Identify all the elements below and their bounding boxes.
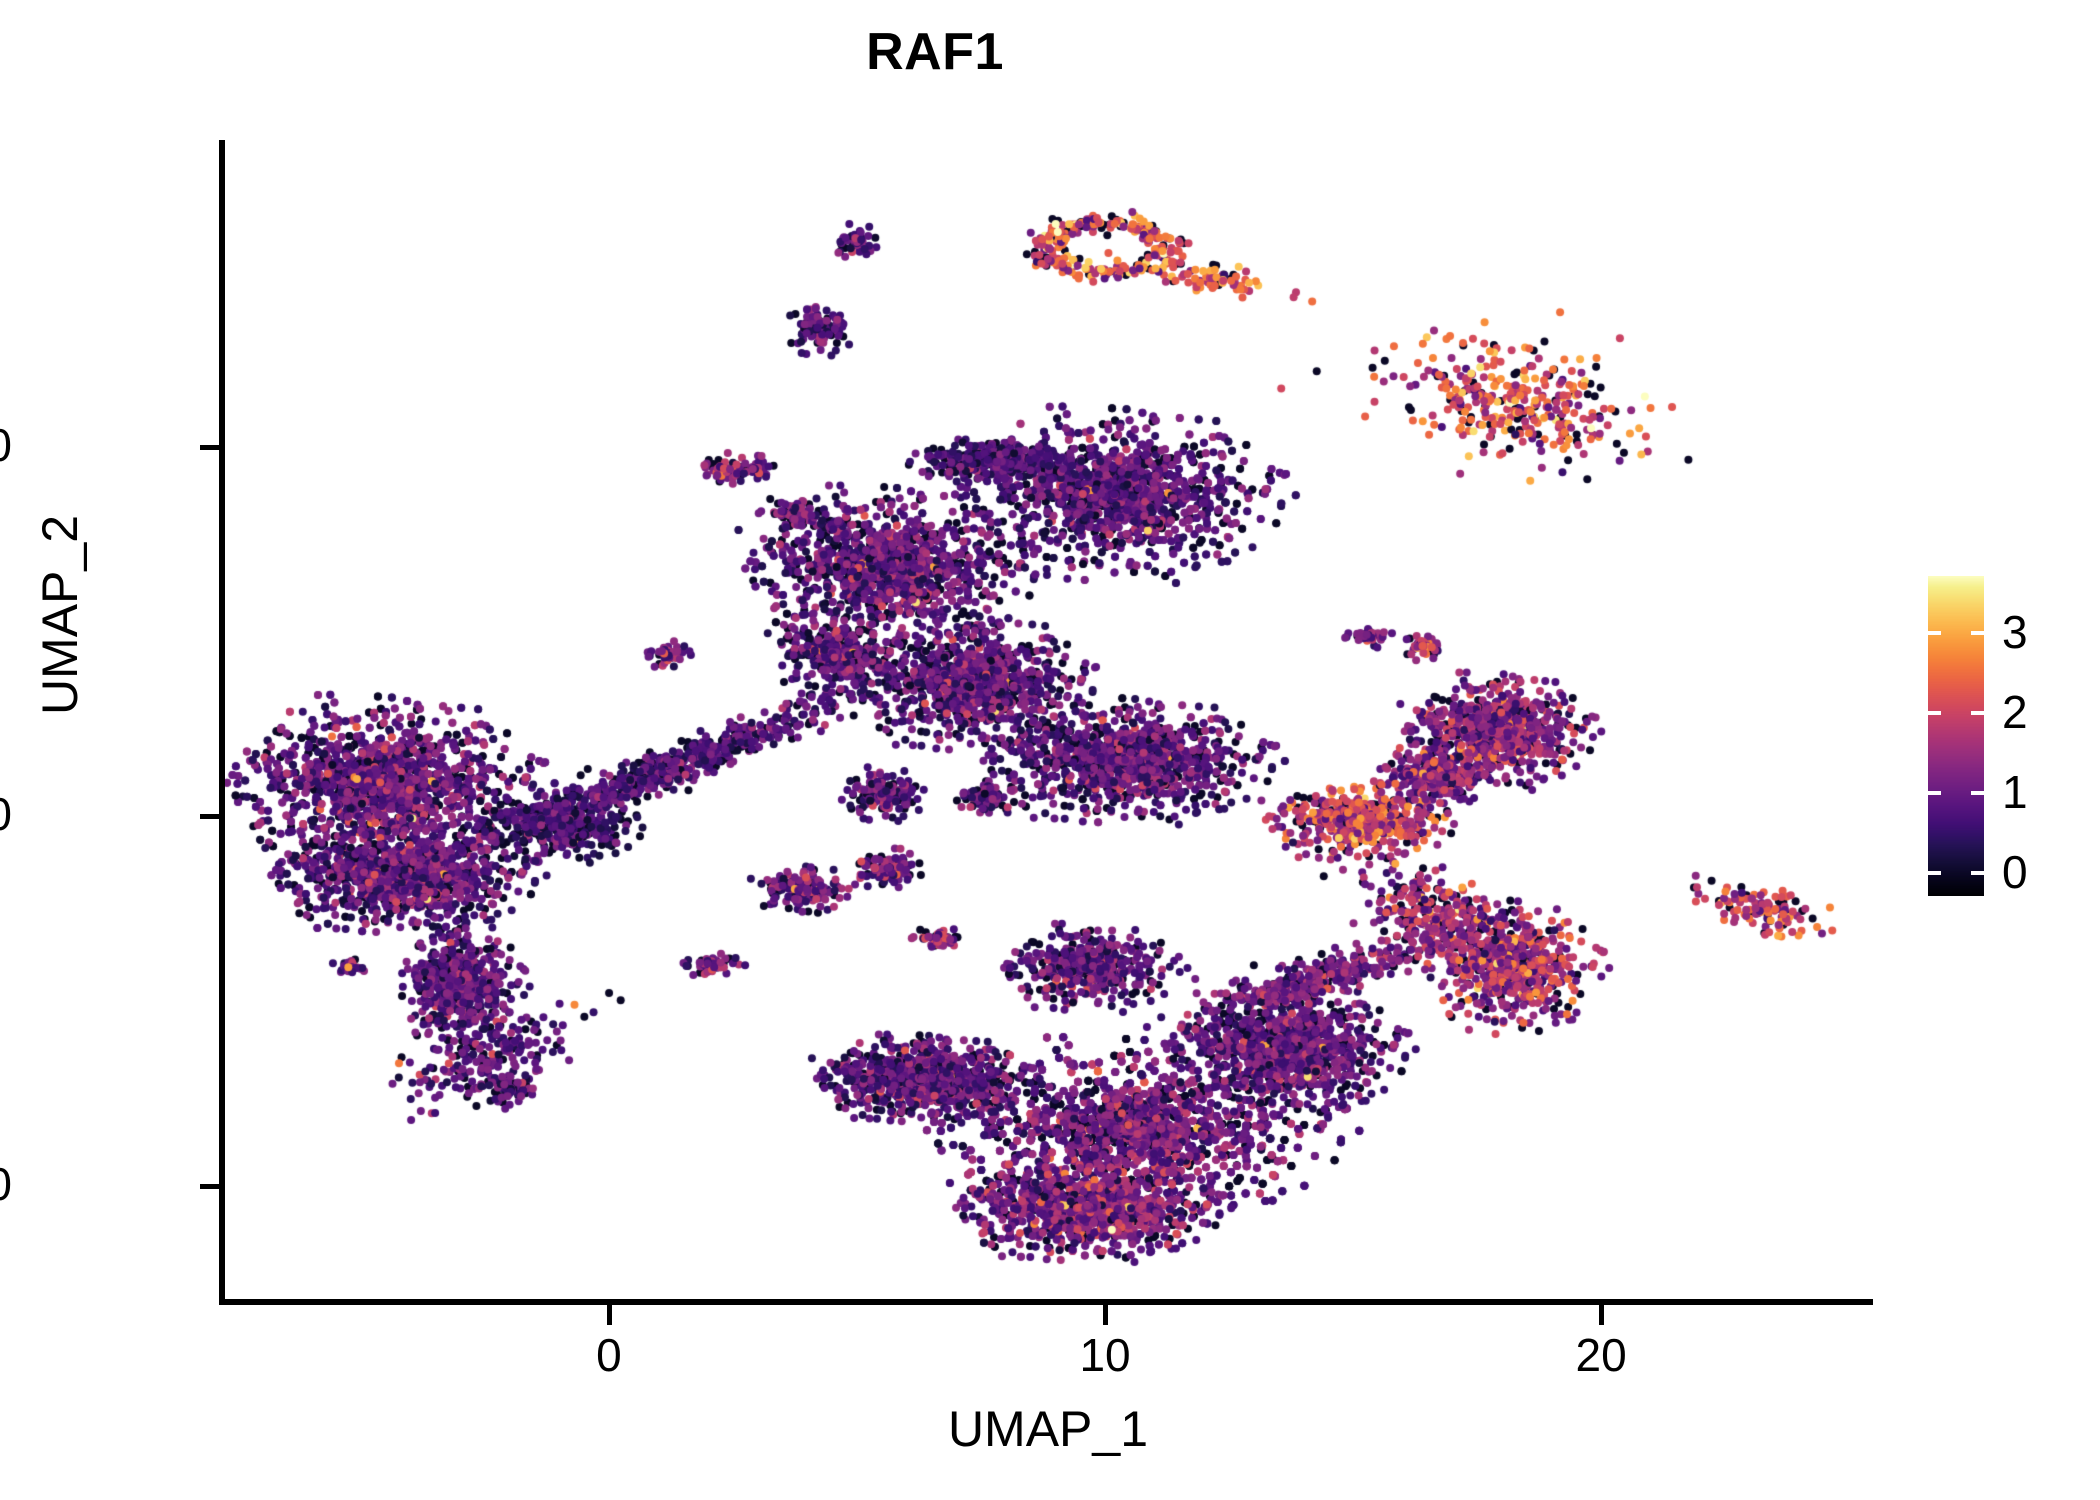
y-tick-label: 0 <box>0 791 12 837</box>
x-tick-label: 20 <box>1575 1329 1627 1381</box>
colorbar-tick-label: 3 <box>2002 606 2028 659</box>
colorbar-tick-mark <box>1928 711 1941 716</box>
y-axis-line <box>219 140 225 1305</box>
colorbar-tick-mark <box>1971 631 1984 636</box>
colorbar-tick-mark <box>1971 870 1984 875</box>
colorbar-tick-mark <box>1971 790 1984 795</box>
y-tick-label: -10 <box>0 1161 12 1207</box>
x-tick-mark <box>606 1305 612 1325</box>
colorbar-tick-mark <box>1928 631 1941 636</box>
colorbar-tick-mark <box>1928 870 1941 875</box>
y-tick-mark <box>200 1183 220 1189</box>
x-tick-label: 10 <box>1079 1329 1131 1381</box>
colorbar-tick-mark <box>1928 790 1941 795</box>
x-tick-label: 0 <box>596 1329 622 1381</box>
x-axis-title: UMAP_1 <box>947 1401 1149 1457</box>
y-tick-label: 10 <box>0 422 12 468</box>
colorbar-tick-label: 0 <box>2002 845 2028 898</box>
colorbar-tick-mark <box>1971 711 1984 716</box>
colorbar-gradient <box>1928 576 1984 896</box>
y-tick-mark <box>200 444 220 450</box>
colorbar-tick-label: 2 <box>2002 686 2028 739</box>
x-tick-mark <box>1599 1305 1605 1325</box>
colorbar-legend: 0 1 2 3 <box>1928 576 2078 926</box>
colorbar-tick-label: 1 <box>2002 765 2028 818</box>
x-axis-line <box>219 1299 1873 1305</box>
y-axis-title: UMAP_2 <box>32 514 88 716</box>
page-title: RAF1 <box>866 23 1004 81</box>
x-tick-mark <box>1103 1305 1109 1325</box>
y-tick-mark <box>200 814 220 820</box>
scatter-plot-canvas <box>222 140 1874 1304</box>
